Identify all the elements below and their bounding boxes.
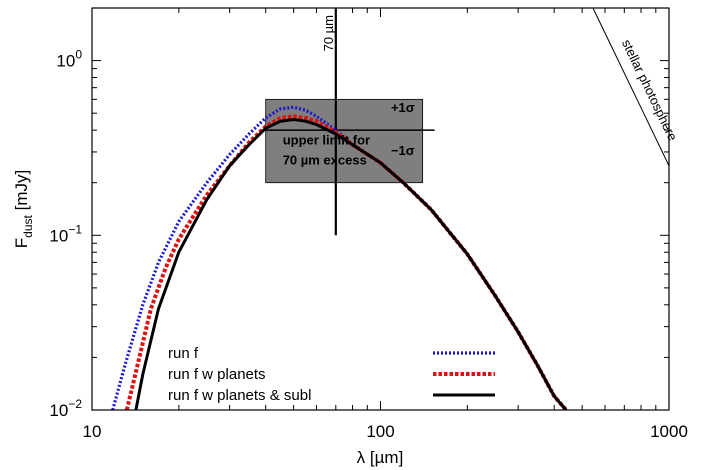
y-axis-label-unit: [mJy] xyxy=(12,170,31,215)
excess-note-line2: 70 µm excess xyxy=(283,152,367,167)
excess-note-line1: upper limit for xyxy=(283,132,370,147)
y-tick-label: 10−2 xyxy=(49,397,82,420)
y-tick-base: 10 xyxy=(49,401,68,420)
y-tick-base: 10 xyxy=(49,226,68,245)
y-axis-label-main: F xyxy=(12,238,31,248)
y-tick-exponent: −2 xyxy=(68,397,82,411)
legend-label-1: run f xyxy=(168,345,199,362)
minus-sigma-label: −1σ xyxy=(391,143,415,158)
marker-70-label: 70 µm xyxy=(321,15,336,51)
x-tick-label: 100 xyxy=(366,422,394,441)
photosphere-label: stellar photosphere xyxy=(619,37,680,143)
x-axis-label: λ [µm] xyxy=(357,448,404,467)
y-tick-exponent: 0 xyxy=(75,48,82,62)
series-line-1 xyxy=(111,105,568,410)
y-tick-exponent: −1 xyxy=(68,222,82,236)
x-tick-label: 1000 xyxy=(650,422,688,441)
y-axis-label-sub: dust xyxy=(21,214,35,237)
legend-label-3: run f w planets & subl xyxy=(168,387,311,404)
legend-label-2: run f w planets xyxy=(168,366,266,383)
y-tick-label: 10−1 xyxy=(49,222,82,245)
y-tick-label: 100 xyxy=(56,48,82,71)
x-tick-label: 10 xyxy=(83,422,102,441)
plus-sigma-label: +1σ xyxy=(391,100,415,115)
y-axis-label: Fdust [mJy] xyxy=(12,170,35,248)
y-tick-base: 10 xyxy=(56,52,75,71)
photosphere-line xyxy=(592,7,670,166)
series-line-3 xyxy=(134,118,568,410)
